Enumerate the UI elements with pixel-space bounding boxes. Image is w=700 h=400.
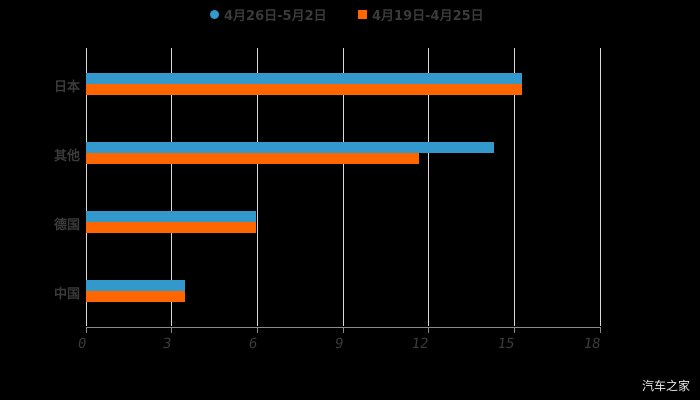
bar-china-series-2[interactable] [86,291,185,302]
gridline-0 [86,48,87,326]
category-label-japan: 日本 [53,80,80,95]
gridline-15 [514,48,515,326]
x-tick-label: 12 [410,336,430,352]
legend-item-series-2[interactable]: 4月19日-4月25日 [358,4,484,24]
gridline-12 [428,48,429,326]
bar-germany-series-2[interactable] [86,222,256,233]
x-tick-label: 3 [161,336,173,352]
x-tick [171,327,172,333]
legend-label: 4月26日-5月2日 [224,8,327,24]
bar-other-series-2[interactable] [86,153,419,164]
chart-legend: 4月26日-5月2日 4月19日-4月25日 [0,4,700,24]
watermark: 汽车之家 [641,379,690,393]
legend-label: 4月19日-4月25日 [372,8,484,24]
circle-marker-icon [210,9,219,19]
bar-japan-series-1[interactable] [86,73,522,84]
bar-germany-series-1[interactable] [86,211,256,222]
x-tick [86,327,87,333]
gridline-3 [171,48,172,326]
x-tick [428,327,429,333]
x-tick [600,327,601,333]
x-tick [343,327,344,333]
x-tick-label: 15 [496,336,516,352]
bar-japan-series-2[interactable] [86,84,522,95]
category-label-other: 其他 [53,149,80,164]
x-tick [257,327,258,333]
category-label-china: 中国 [53,287,80,302]
x-tick-label: 18 [582,336,602,352]
gridline-18 [600,48,601,326]
gridline-6 [257,48,258,326]
bar-other-series-1[interactable] [86,142,494,153]
bar-china-series-1[interactable] [86,280,185,291]
gridline-9 [343,48,344,326]
x-tick [514,327,515,333]
x-tick-label: 6 [247,336,259,352]
legend-item-series-1[interactable]: 4月26日-5月2日 [210,4,327,24]
x-tick-label: 0 [76,336,88,352]
x-tick-label: 9 [333,336,345,352]
category-label-germany: 德国 [53,218,80,233]
square-marker-icon [358,9,367,19]
